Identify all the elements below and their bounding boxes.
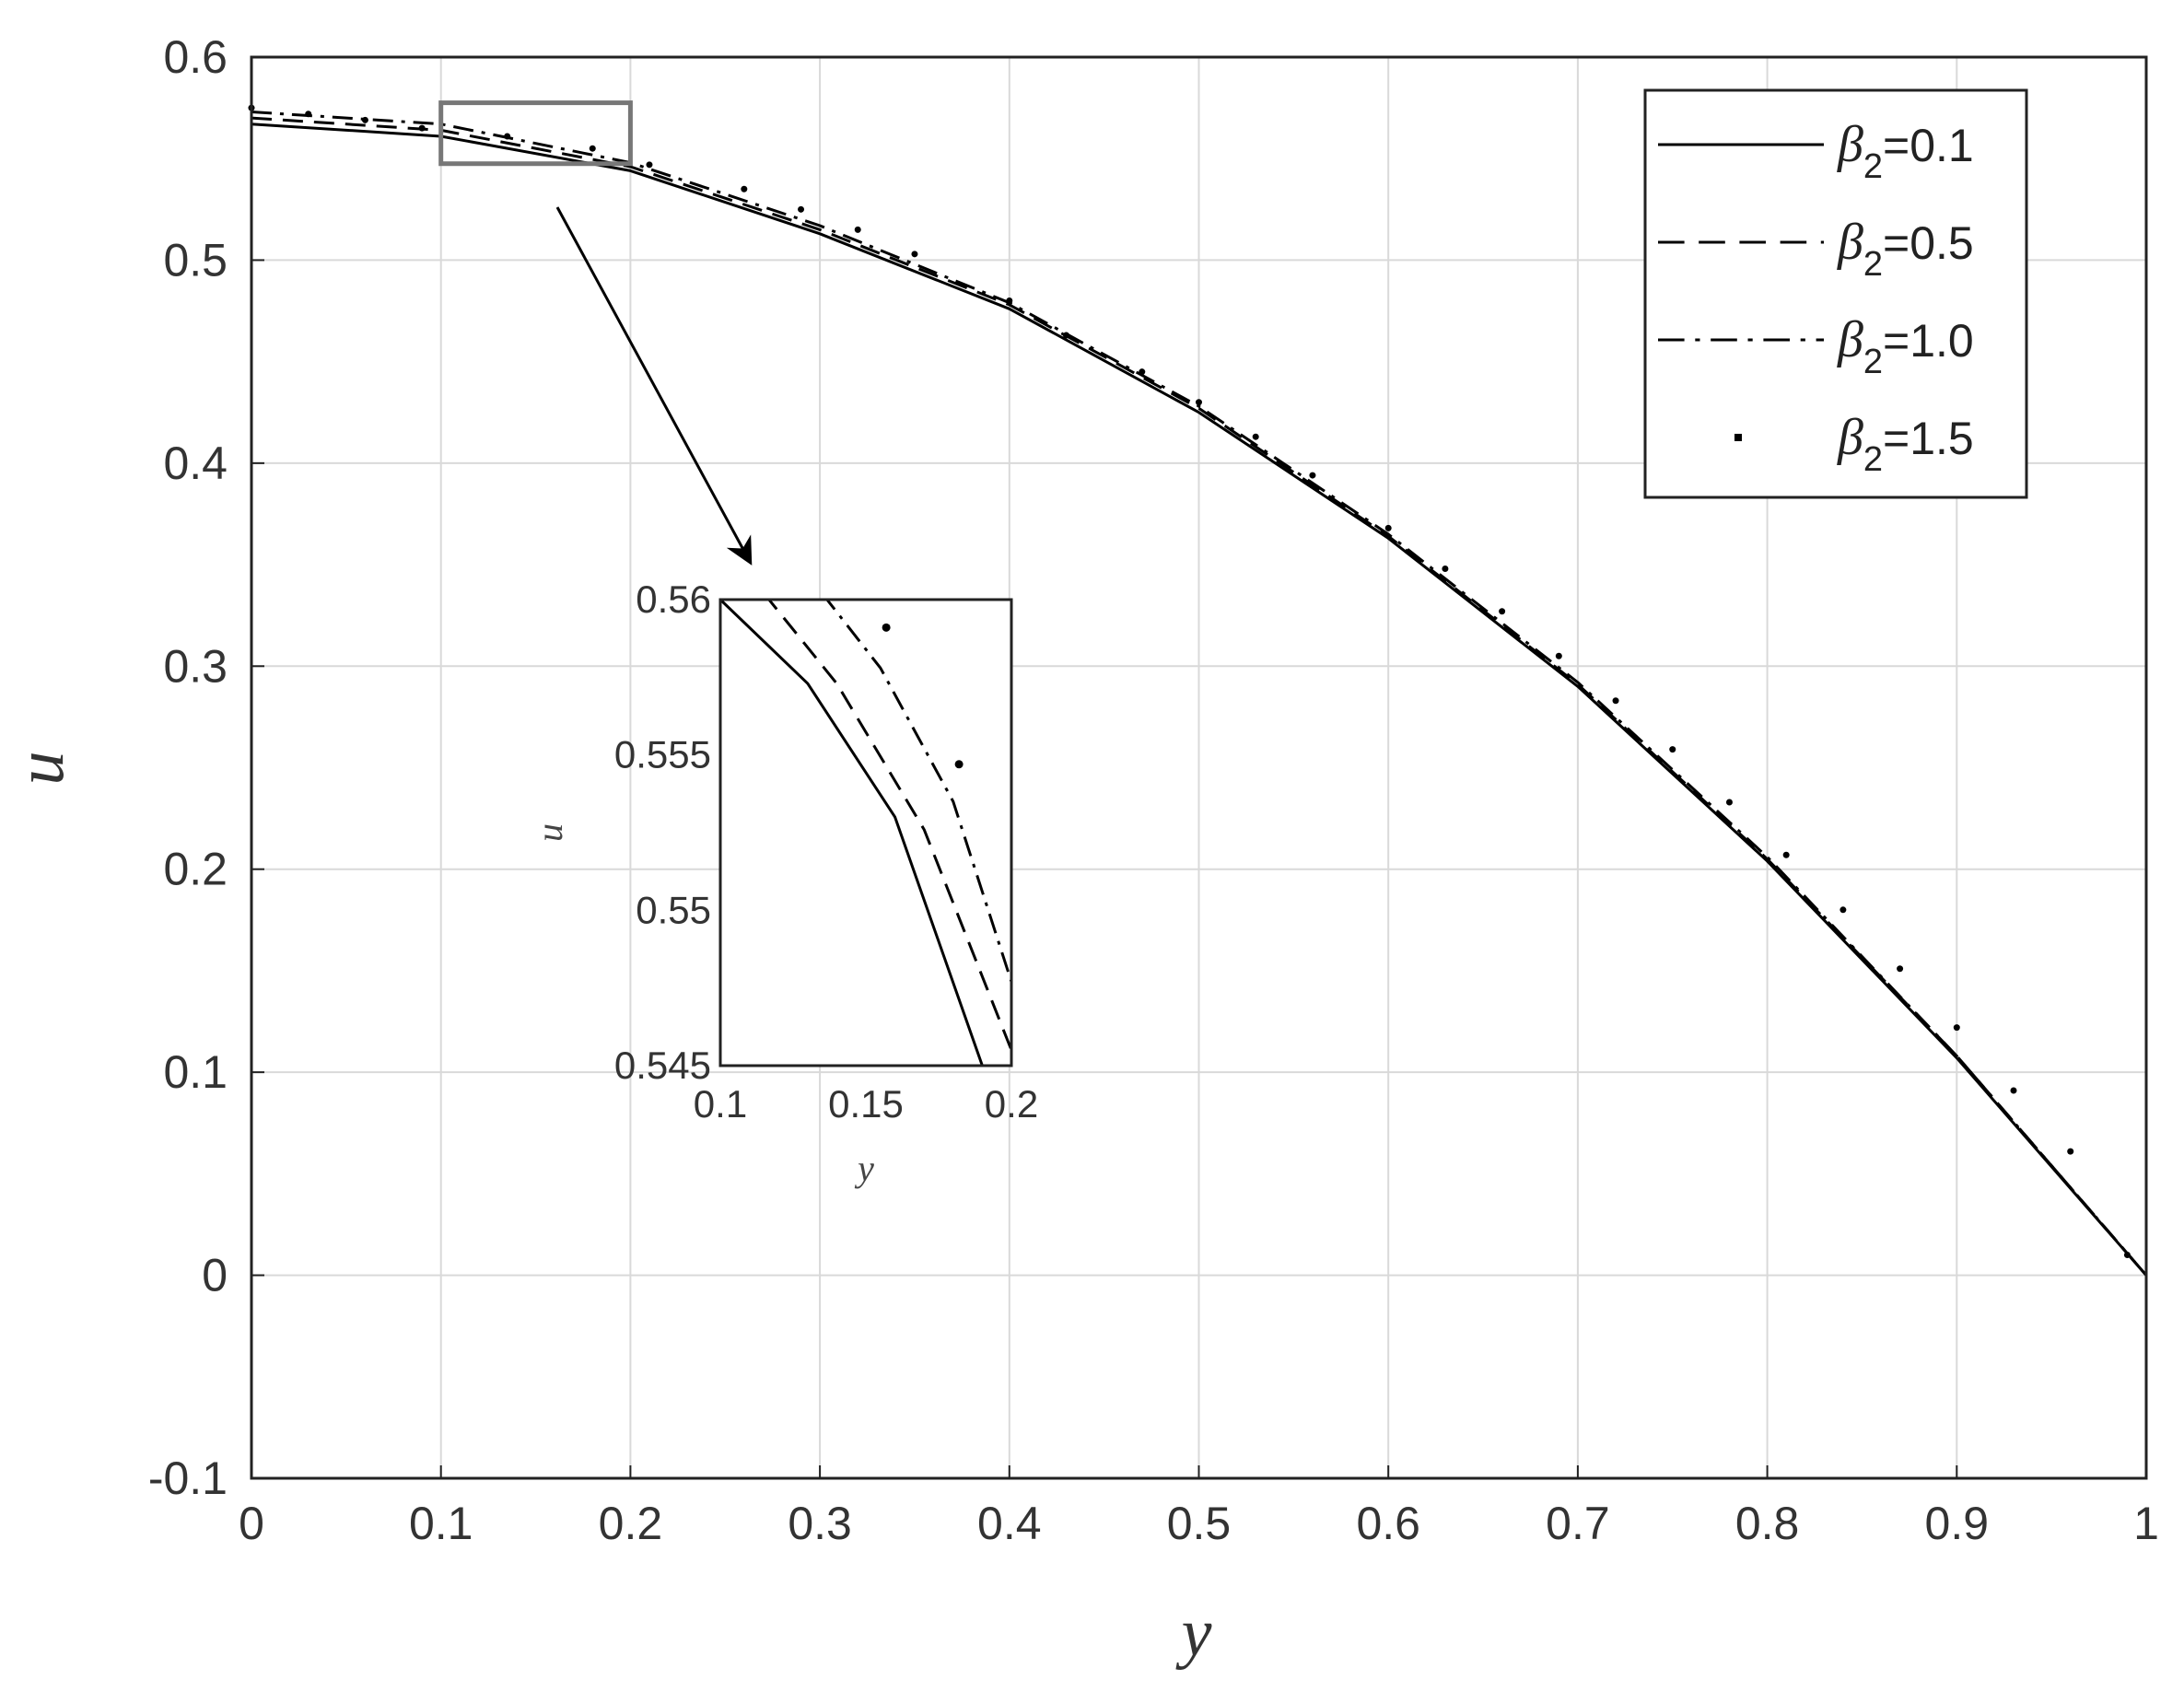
- x-tick-label: 1: [2133, 1498, 2159, 1549]
- main-series-group: [248, 104, 2148, 1277]
- main-series-point: [1612, 697, 1619, 705]
- inset-series-line-3: [824, 600, 1011, 983]
- main-series-line-2: [251, 116, 2148, 1277]
- x-tick-label: 0.7: [1546, 1498, 1610, 1549]
- main-series-point: [361, 116, 368, 123]
- main-series-point: [1555, 652, 1562, 659]
- main-series-point: [305, 111, 312, 118]
- inset-x-tick-labels: 0.1 0.15 0.2: [694, 1082, 1038, 1126]
- x-tick-label: 0.2: [599, 1498, 663, 1549]
- inset-series-group: [720, 600, 1011, 1066]
- x-tick-label: 0.6: [1356, 1498, 1420, 1549]
- inset-y-tick-label: 0.55: [636, 888, 711, 931]
- y-tick-label: 0.1: [163, 1046, 228, 1098]
- main-series-point: [1384, 524, 1392, 531]
- y-tick-label: 0.6: [163, 31, 228, 83]
- legend-item-2: β2=0.5: [1658, 214, 1974, 284]
- inset-x-axis-label: y: [854, 1148, 874, 1189]
- inset-y-tick-labels: 0.545 0.55 0.555 0.56: [614, 577, 711, 1087]
- main-series-point: [1953, 1024, 1960, 1032]
- main-series-point: [911, 251, 918, 258]
- main-series-point: [1782, 851, 1790, 858]
- y-tick-label: 0.4: [163, 437, 228, 489]
- x-tick-label: 0.3: [788, 1498, 852, 1549]
- main-series-point: [1442, 565, 1449, 572]
- inset-series-point: [882, 623, 891, 632]
- main-series-point: [798, 205, 805, 213]
- legend-item-1: β2=0.1: [1658, 116, 1974, 186]
- main-series-point: [1669, 746, 1676, 753]
- legend-label: β2=1.5: [1837, 409, 1974, 479]
- x-tick-label: 0.4: [977, 1498, 1042, 1549]
- inset-x-tick-label: 0.15: [828, 1082, 904, 1126]
- inset-y-tick-label: 0.555: [614, 733, 711, 776]
- inset-background: [720, 600, 1011, 1066]
- y-tick-label: 0.3: [163, 640, 228, 692]
- inset-series-line-2: [766, 600, 1011, 1051]
- main-series-point: [1196, 399, 1202, 406]
- main-series-line-1: [251, 122, 2148, 1277]
- main-series-point: [504, 133, 511, 140]
- y-tick-label: -0.1: [148, 1452, 228, 1504]
- inset-frame: [718, 598, 1013, 1067]
- legend-label: β2=0.1: [1837, 116, 1974, 186]
- inset-y-axis-label: u: [529, 823, 570, 842]
- main-series-point: [741, 185, 748, 192]
- x-tick-label: 0: [239, 1498, 264, 1549]
- inset-series-line-1: [720, 600, 984, 1066]
- main-series-point: [646, 161, 653, 169]
- legend-marker: [1734, 434, 1742, 441]
- legend-item-3: β2=1.0: [1658, 311, 1974, 381]
- x-tick-label: 0.5: [1167, 1498, 1232, 1549]
- inset-series-point: [954, 760, 964, 769]
- inset-y-tick-label: 0.545: [614, 1044, 711, 1087]
- y-tick-label: 0: [202, 1250, 228, 1301]
- inset-plot: 0.1 0.15 0.2 0.545 0.55 0.555 0.56 y u: [529, 577, 1038, 1189]
- main-series-point: [418, 124, 426, 132]
- zoom-arrow: [555, 206, 753, 566]
- zoom-box: [438, 100, 633, 167]
- main-series-point: [1006, 297, 1013, 305]
- main-series-point: [1252, 433, 1259, 440]
- x-tick-label: 0.1: [409, 1498, 473, 1549]
- legend: β2=0.1 β2=0.5 β2=1.0 β2=1.5: [1643, 88, 2028, 499]
- main-series-line-3: [251, 111, 2148, 1277]
- main-series-point: [1139, 368, 1146, 376]
- main-plot-frame: [250, 55, 2148, 1480]
- main-series-point: [1725, 799, 1733, 806]
- main-series-point: [854, 226, 861, 233]
- main-series-point: [1309, 472, 1316, 479]
- legend-item-4: β2=1.5: [1734, 409, 1974, 479]
- legend-label: β2=1.0: [1837, 311, 1974, 381]
- legend-label: β2=0.5: [1837, 214, 1974, 284]
- main-series-point: [2123, 1252, 2131, 1259]
- legend-box: [1643, 88, 2028, 499]
- main-series-point: [1839, 906, 1847, 914]
- x-axis-label: y: [1175, 1595, 1212, 1671]
- y-axis-label: u: [3, 752, 78, 786]
- main-y-tick-labels: -0.1 0 0.1 0.2 0.3 0.4 0.5 0.6: [148, 31, 228, 1504]
- main-series-point: [1063, 332, 1070, 339]
- y-tick-label: 0.2: [163, 844, 228, 895]
- y-tick-label: 0.5: [163, 234, 228, 286]
- main-x-tick-labels: 0 0.1 0.2 0.3 0.4 0.5 0.6 0.7 0.8 0.9 1: [239, 1498, 2159, 1549]
- main-series-point: [2067, 1148, 2074, 1155]
- inset-x-tick-label: 0.2: [985, 1082, 1038, 1126]
- main-series-point: [1499, 608, 1506, 615]
- main-series-point: [589, 145, 596, 152]
- inset-x-tick-label: 0.1: [694, 1082, 747, 1126]
- main-series-point: [1897, 965, 1904, 973]
- main-series-point: [2010, 1087, 2017, 1094]
- x-tick-label: 0.8: [1735, 1498, 1800, 1549]
- x-tick-label: 0.9: [1925, 1498, 1990, 1549]
- inset-y-tick-label: 0.56: [636, 577, 711, 621]
